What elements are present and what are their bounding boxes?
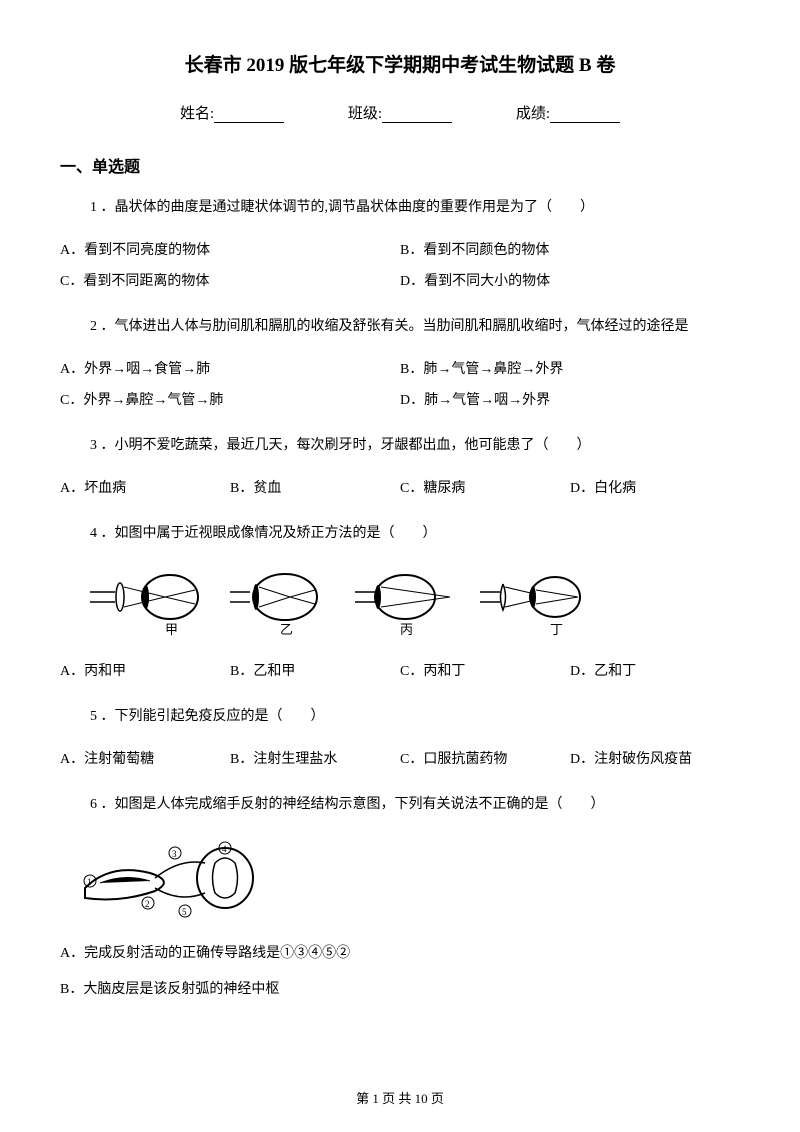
question-4: 4 ．如图中属于近视眼成像情况及矫正方法的是（ ） [90, 521, 740, 546]
q1-option-d: D．看到不同大小的物体 [400, 267, 740, 298]
footer-total: 10 [415, 1091, 428, 1106]
section-1-title: 一、单选题 [60, 153, 740, 177]
q3-option-b: B．贫血 [230, 474, 400, 505]
q1-option-c: C．看到不同距离的物体 [60, 267, 400, 298]
q6-option-a: A．完成反射活动的正确传导路线是①③④⑤② [60, 940, 740, 968]
q6-option-b: B．大脑皮层是该反射弧的神经中枢 [60, 976, 740, 1004]
question-6: 6 ．如图是人体完成缩手反射的神经结构示意图，下列有关说法不正确的是（ ） [90, 792, 740, 817]
q1-option-a: A．看到不同亮度的物体 [60, 236, 400, 267]
q2-option-c: C．外界→鼻腔→气管→肺 [60, 386, 400, 417]
q5-option-b: B．注射生理盐水 [230, 745, 400, 776]
question-4-options: A．丙和甲 B．乙和甲 C．丙和丁 D．乙和丁 [60, 657, 740, 688]
student-info-line: 姓名: 班级: 成绩: [60, 102, 740, 123]
q5-option-c: C．口服抗菌药物 [400, 745, 570, 776]
label-jia: 甲 [165, 622, 178, 637]
footer-middle: 页 共 [379, 1091, 415, 1106]
q4-option-b: B．乙和甲 [230, 657, 400, 688]
footer-suffix: 页 [428, 1091, 444, 1106]
class-label: 班级: [348, 102, 382, 123]
q2-option-b: B．肺→气管→鼻腔→外界 [400, 355, 740, 386]
page-footer: 第 1 页 共 10 页 [0, 1088, 800, 1107]
score-blank [550, 107, 620, 123]
question-3: 3 ．小明不爱吃蔬菜，最近几天，每次刷牙时，牙龈都出血，他可能患了（ ） [90, 433, 740, 458]
question-2-options: A．外界→咽→食管→肺 B．肺→气管→鼻腔→外界 C．外界→鼻腔→气管→肺 D．… [60, 355, 740, 417]
question-2: 2 ．气体进出人体与肋间肌和膈肌的收缩及舒张有关。当肋间肌和膈肌收缩时，气体经过… [90, 314, 740, 339]
svg-text:5: 5 [182, 907, 187, 917]
name-label: 姓名: [180, 102, 214, 123]
svg-text:3: 3 [172, 849, 177, 859]
question-5: 5 ．下列能引起免疫反应的是（ ） [90, 704, 740, 729]
score-label: 成绩: [516, 102, 550, 123]
eye-diagram-icon: 甲 乙 丙 [80, 562, 600, 642]
q3-option-d: D．白化病 [570, 474, 740, 505]
label-bing: 丙 [400, 622, 413, 637]
reflex-arc-icon: 1 2 3 4 5 [80, 833, 280, 923]
q4-option-a: A．丙和甲 [60, 657, 230, 688]
q5-option-d: D．注射破伤风疫苗 [570, 745, 740, 776]
q5-option-a: A．注射葡萄糖 [60, 745, 230, 776]
q3-option-c: C．糖尿病 [400, 474, 570, 505]
name-blank [214, 107, 284, 123]
page-title: 长春市 2019 版七年级下学期期中考试生物试题 B 卷 [60, 50, 740, 77]
question-4-figure: 甲 乙 丙 [80, 562, 740, 642]
svg-text:4: 4 [222, 844, 227, 854]
svg-text:1: 1 [87, 877, 92, 887]
svg-text:2: 2 [145, 899, 150, 909]
q2-option-d: D．肺→气管→咽→外界 [400, 386, 740, 417]
q4-option-c: C．丙和丁 [400, 657, 570, 688]
q2-option-a: A．外界→咽→食管→肺 [60, 355, 400, 386]
question-1-options: A．看到不同亮度的物体 B．看到不同颜色的物体 C．看到不同距离的物体 D．看到… [60, 236, 740, 298]
question-1: 1 ．晶状体的曲度是通过睫状体调节的,调节晶状体曲度的重要作用是为了（ ） [90, 195, 740, 220]
class-blank [382, 107, 452, 123]
question-3-options: A．坏血病 B．贫血 C．糖尿病 D．白化病 [60, 474, 740, 505]
label-ding: 丁 [550, 622, 563, 637]
q1-option-b: B．看到不同颜色的物体 [400, 236, 740, 267]
q3-option-a: A．坏血病 [60, 474, 230, 505]
label-yi: 乙 [280, 622, 293, 637]
question-5-options: A．注射葡萄糖 B．注射生理盐水 C．口服抗菌药物 D．注射破伤风疫苗 [60, 745, 740, 776]
question-6-figure: 1 2 3 4 5 [80, 833, 740, 928]
footer-prefix: 第 [356, 1091, 372, 1106]
q4-option-d: D．乙和丁 [570, 657, 740, 688]
